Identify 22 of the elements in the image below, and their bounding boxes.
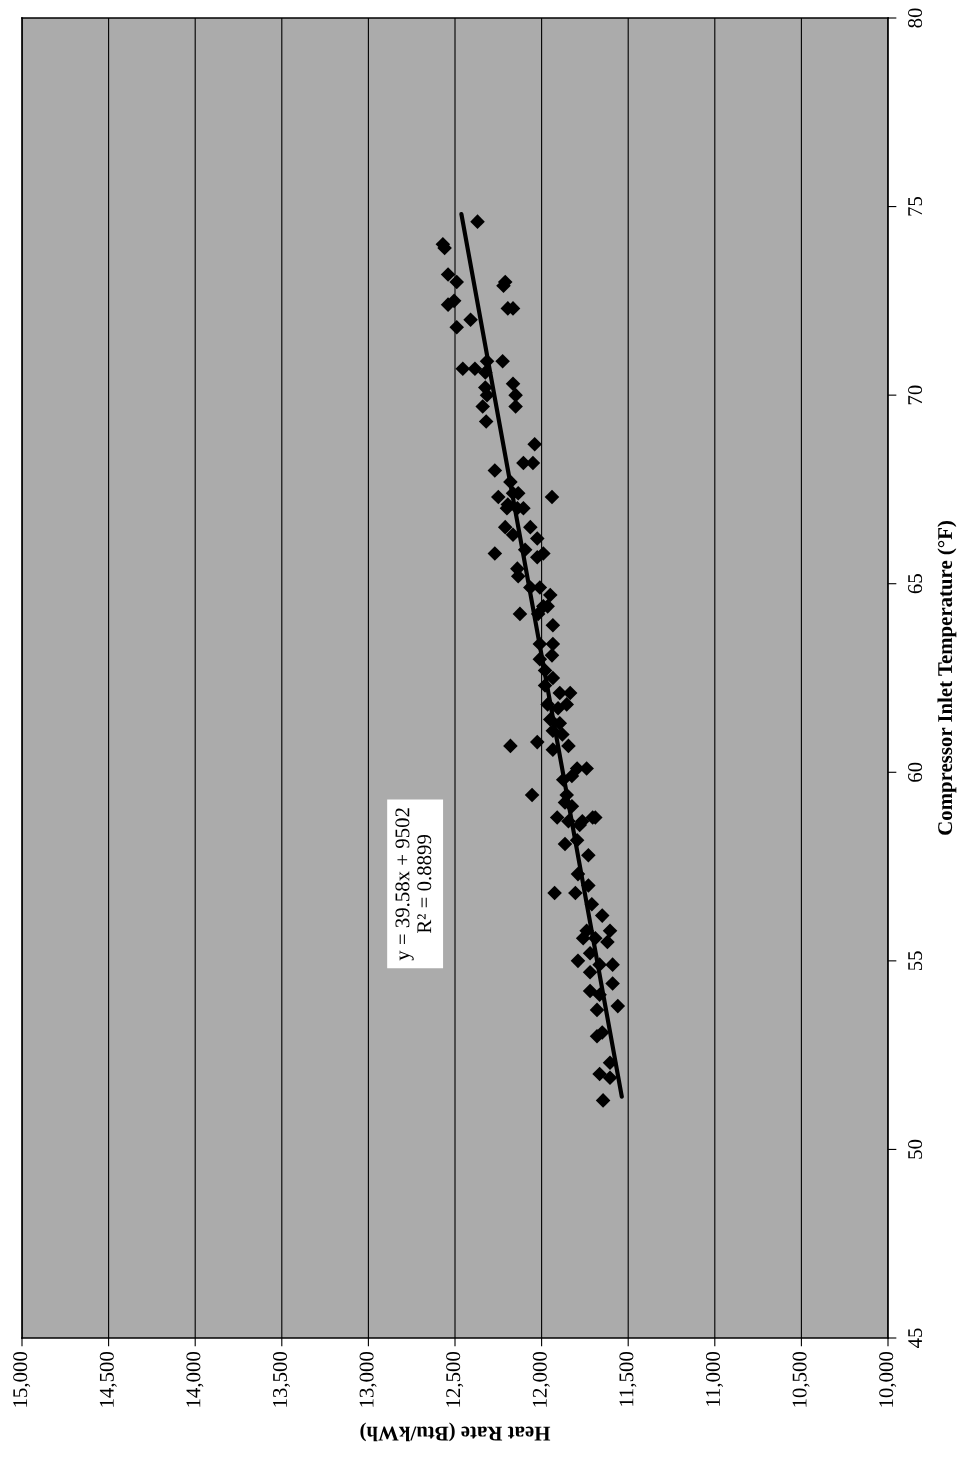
y-tick-label: 75 xyxy=(908,196,923,216)
x-tick-label: 11,000 xyxy=(705,1351,724,1406)
x-tick-label: 14,500 xyxy=(99,1351,117,1407)
x-tick-label: 15,000 xyxy=(13,1351,31,1407)
y-tick-label: 50 xyxy=(908,1139,923,1159)
y-tick-label: 65 xyxy=(908,574,923,594)
x-tick-label: 10,500 xyxy=(792,1351,810,1407)
y-tick-label: 70 xyxy=(908,385,923,405)
x-tick-label: 11,500 xyxy=(619,1351,637,1406)
x-tick-label: 13,000 xyxy=(359,1351,377,1407)
x-axis-title: Heat Rate (Btu/kWh) xyxy=(360,1422,551,1442)
x-tick-label: 14,000 xyxy=(186,1351,204,1407)
y-tick-label: 60 xyxy=(908,762,923,782)
y-tick-label: 80 xyxy=(908,8,923,28)
y-axis-title: Compressor Inlet Temperature (°F) xyxy=(937,521,957,835)
annotation: y = 39.58x + 9502 R² = 0.8899 xyxy=(395,808,432,961)
x-tick-label: 13,500 xyxy=(272,1351,291,1407)
x-tick-label: 10,000 xyxy=(879,1351,897,1407)
y-tick-label: 45 xyxy=(908,1328,923,1349)
x-tick-label: 12,000 xyxy=(532,1351,550,1407)
x-tick-label: 12,500 xyxy=(446,1351,464,1407)
y-tick-label: 55 xyxy=(908,951,923,971)
